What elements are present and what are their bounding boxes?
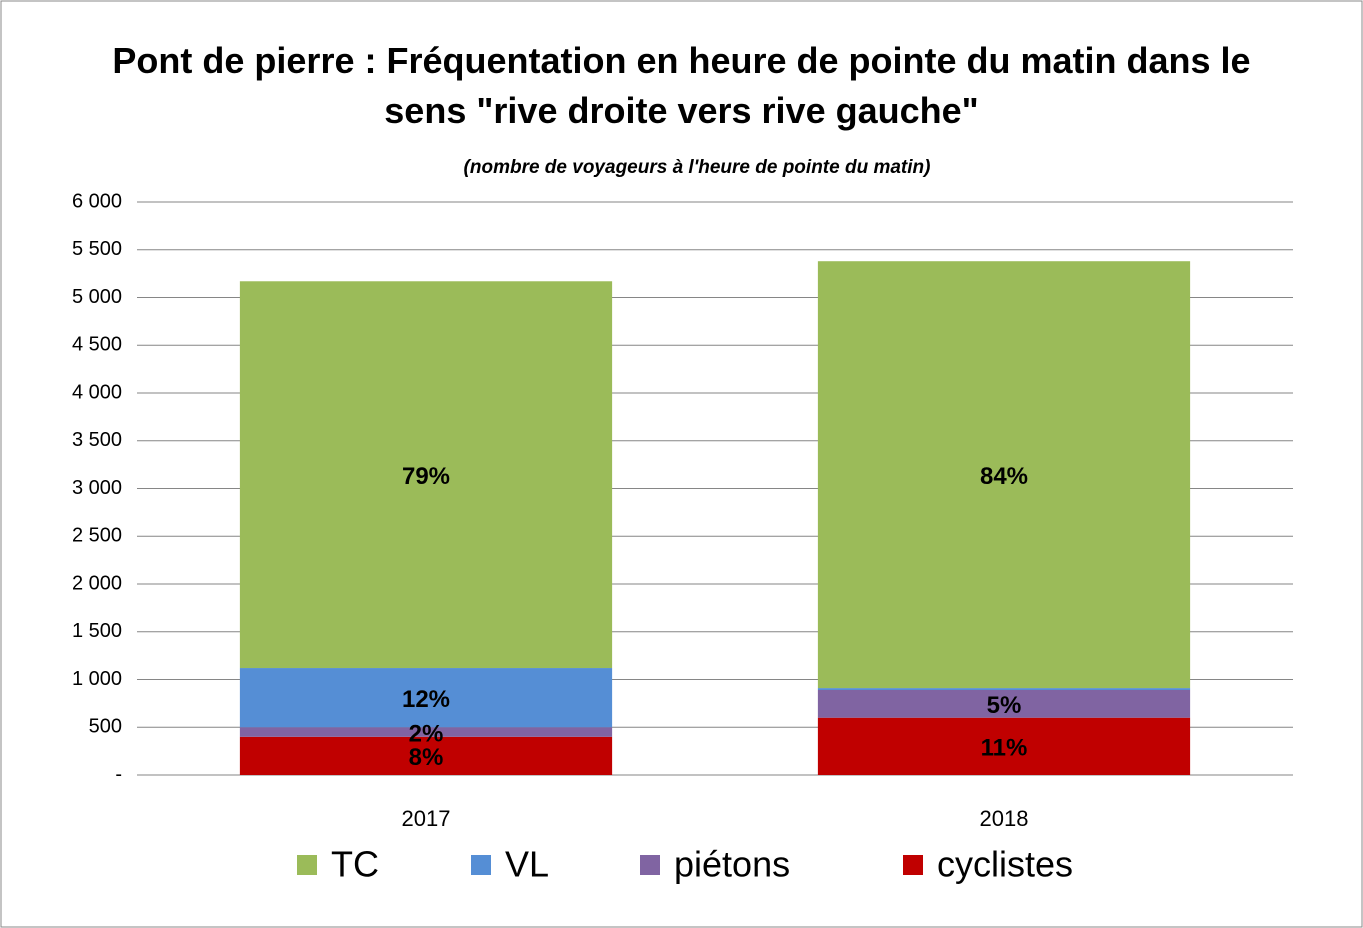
y-tick-label: 2 500 (72, 525, 122, 547)
legend-label: piétons (674, 844, 790, 885)
legend-label: VL (505, 844, 549, 885)
y-tick-label: 3 500 (72, 429, 122, 451)
y-tick-label: 5 000 (72, 286, 122, 308)
x-tick-label: 2018 (980, 806, 1029, 831)
bar-segment (817, 717, 1191, 775)
y-tick-label: - (115, 763, 122, 785)
bar-segment (817, 688, 1191, 691)
data-label: 5% (987, 692, 1022, 719)
bar-segment (239, 727, 613, 737)
y-tick-label: 2 000 (72, 572, 122, 594)
data-label: 2% (409, 720, 444, 747)
legend-label: cyclistes (937, 844, 1073, 885)
x-tick-label: 2017 (402, 806, 451, 831)
data-label: 12% (402, 686, 450, 713)
y-tick-label: 3 000 (72, 477, 122, 499)
y-tick-label: 6 000 (72, 190, 122, 212)
legend-swatch (640, 855, 660, 875)
legend-label: TC (331, 844, 379, 885)
data-label: 84% (980, 463, 1028, 490)
chart-subtitle: (nombre de voyageurs à l'heure de pointe… (464, 157, 931, 178)
legend-swatch (903, 855, 923, 875)
y-tick-label: 5 500 (72, 238, 122, 260)
y-tick-label: 500 (89, 716, 122, 738)
chart-title: Pont de pierre : Fréquentation en heure … (112, 40, 1251, 131)
y-tick-label: 1 000 (72, 668, 122, 690)
data-label: 8% (409, 744, 444, 771)
y-tick-label: 4 000 (72, 381, 122, 403)
bar-segment (817, 690, 1191, 718)
bar-segment (239, 668, 613, 728)
bar-segment (239, 281, 613, 669)
y-tick-label: 4 500 (72, 334, 122, 356)
y-tick-label: 1 500 (72, 620, 122, 642)
bar-segment (239, 736, 613, 775)
data-label: 79% (402, 463, 450, 490)
bar-segment (817, 261, 1191, 689)
legend-swatch (471, 855, 491, 875)
legend-swatch (297, 855, 317, 875)
data-label: 11% (981, 735, 1028, 762)
